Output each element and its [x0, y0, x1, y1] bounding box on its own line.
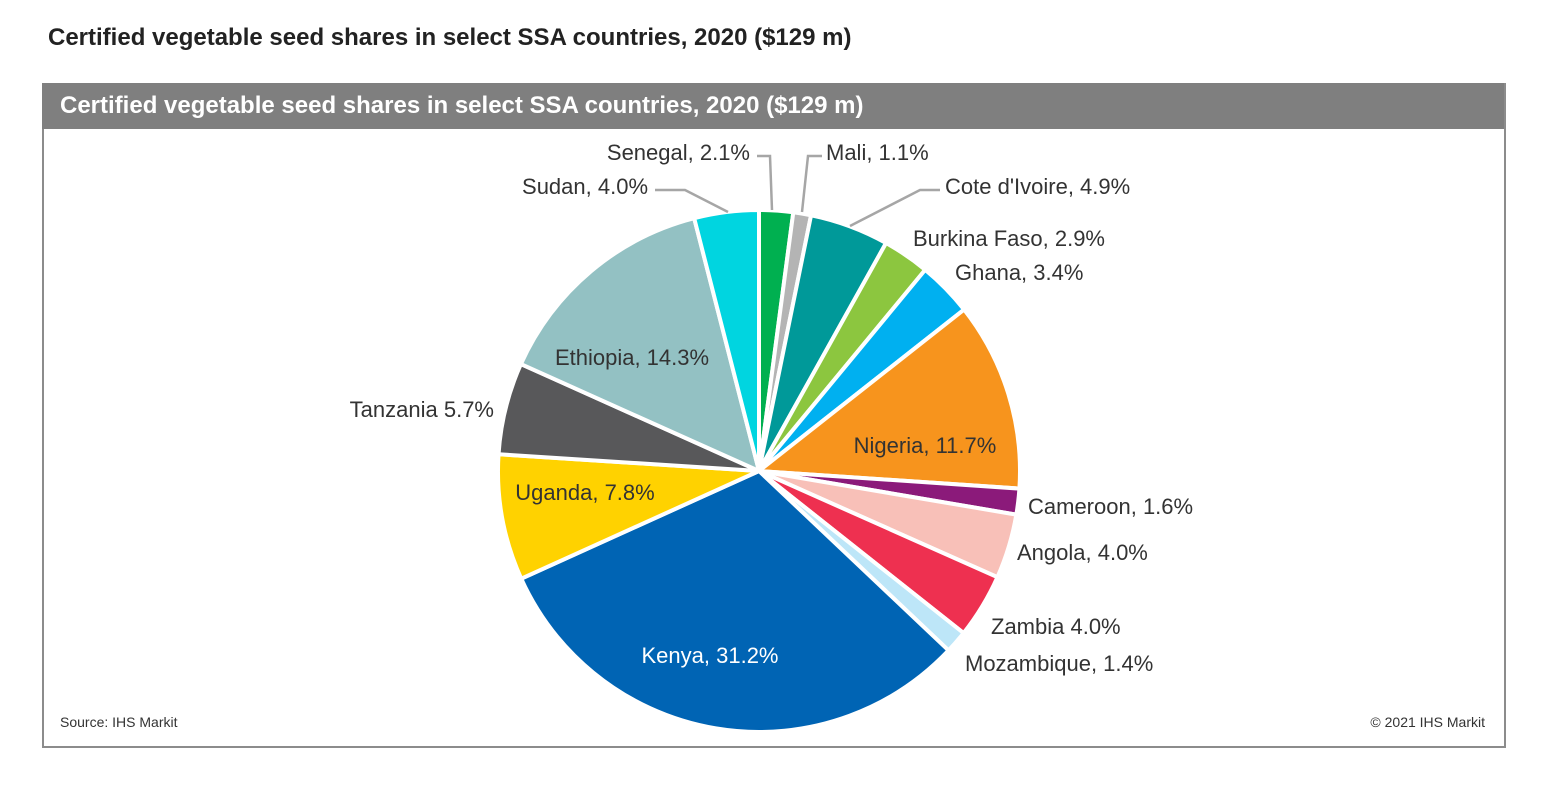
data-label: Kenya, 31.2%	[642, 643, 779, 668]
data-label: Uganda, 7.8%	[515, 480, 654, 505]
copyright-note: © 2021 IHS Markit	[1370, 714, 1485, 730]
data-label: Ghana, 3.4%	[955, 260, 1083, 285]
source-note: Source: IHS Markit	[60, 714, 178, 730]
data-label: Cote d'Ivoire, 4.9%	[945, 174, 1130, 199]
data-label: Mali, 1.1%	[826, 140, 929, 165]
data-label: Zambia 4.0%	[991, 614, 1121, 639]
leader-line	[655, 188, 729, 214]
chart-frame	[42, 83, 1506, 748]
data-label: Senegal, 2.1%	[607, 140, 750, 165]
pie-slice-ethiopia	[518, 215, 762, 475]
pie-slice-nigeria	[753, 306, 1022, 491]
data-label: Ethiopia, 14.3%	[555, 345, 709, 370]
data-label: Cameroon, 1.6%	[1028, 494, 1193, 519]
page-title: Certified vegetable seed shares in selec…	[48, 24, 852, 51]
chart-title: Certified vegetable seed shares in selec…	[42, 83, 1504, 129]
data-label: Tanzania 5.7%	[350, 397, 494, 422]
data-label: Sudan, 4.0%	[522, 174, 648, 199]
leader-line	[849, 188, 940, 228]
data-label: Nigeria, 11.7%	[854, 433, 997, 458]
leader-line	[800, 154, 822, 213]
data-label: Mozambique, 1.4%	[965, 651, 1153, 676]
pie-slice-kenya	[518, 468, 952, 734]
pie-slice-uganda	[496, 452, 760, 582]
leader-line	[757, 154, 774, 211]
data-label: Burkina Faso, 2.9%	[913, 226, 1105, 251]
data-label: Angola, 4.0%	[1017, 540, 1148, 565]
